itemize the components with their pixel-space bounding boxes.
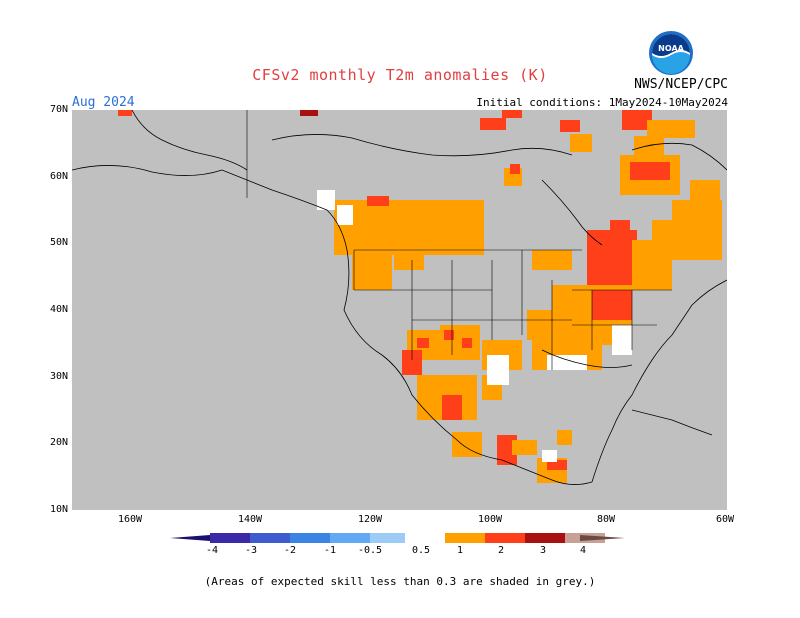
colorbar-label-neg1: -1: [324, 545, 337, 556]
forecast-month: Aug 2024: [72, 95, 135, 110]
colorbar-segment: [330, 533, 370, 543]
lon-label-60w: 60W: [716, 514, 735, 525]
colorbar-low-arrow: [170, 535, 210, 541]
colorbar-segment: [405, 533, 440, 543]
lat-label-20n: 20N: [50, 437, 69, 448]
colorbar-segment: [525, 533, 565, 543]
lat-label-30n: 30N: [50, 371, 69, 382]
colorbar-label-2: 2: [498, 545, 505, 556]
lon-label-80w: 80W: [597, 514, 616, 525]
colorbar-segment: [370, 533, 410, 543]
colorbar-label-3: 3: [540, 545, 547, 556]
lat-label-60n: 60N: [50, 171, 69, 182]
colorbar-segment: [250, 533, 290, 543]
anomaly-map: [72, 110, 727, 510]
lon-label-140w: 140W: [238, 514, 263, 525]
colorbar-label-neg2: -2: [284, 545, 297, 556]
colorbar-label-1: 1: [457, 545, 464, 556]
colorbar-label-neg3: -3: [245, 545, 258, 556]
colorbar-label-05: 0.5: [412, 545, 431, 556]
near-zero-regions: [317, 190, 632, 462]
lon-label-100w: 100W: [478, 514, 503, 525]
state-borders: [246, 110, 672, 370]
noaa-logo: NOAA: [649, 31, 693, 75]
noaa-logo-text: NOAA: [658, 44, 684, 53]
colorbar-segments: [210, 533, 605, 543]
lon-label-160w: 160W: [118, 514, 143, 525]
lat-label-70n: 70N: [50, 104, 69, 115]
lat-label-10n: 10N: [50, 504, 69, 515]
colorbar-segment: [445, 533, 485, 543]
colorbar-label-4: 4: [580, 545, 587, 556]
map-title: CFSv2 monthly T2m anomalies (K): [252, 66, 548, 84]
colorbar-segment: [290, 533, 330, 543]
coastlines: [72, 110, 727, 485]
colorbar-label-neg05: -0.5: [358, 545, 383, 556]
colorbar: [170, 533, 625, 543]
initial-conditions: Initial conditions: 1May2024-10May2024: [476, 96, 728, 109]
lon-label-120w: 120W: [358, 514, 383, 525]
colorbar-segment: [210, 533, 250, 543]
lat-label-40n: 40N: [50, 304, 69, 315]
agency-label: NWS/NCEP/CPC: [634, 77, 728, 92]
warm-anomaly-regions: [118, 110, 722, 483]
colorbar-high-arrow: [580, 535, 625, 541]
colorbar-segment: [485, 533, 525, 543]
lat-label-50n: 50N: [50, 237, 69, 248]
skill-footnote: (Areas of expected skill less than 0.3 a…: [204, 575, 596, 588]
colorbar-label-neg4: -4: [206, 545, 219, 556]
